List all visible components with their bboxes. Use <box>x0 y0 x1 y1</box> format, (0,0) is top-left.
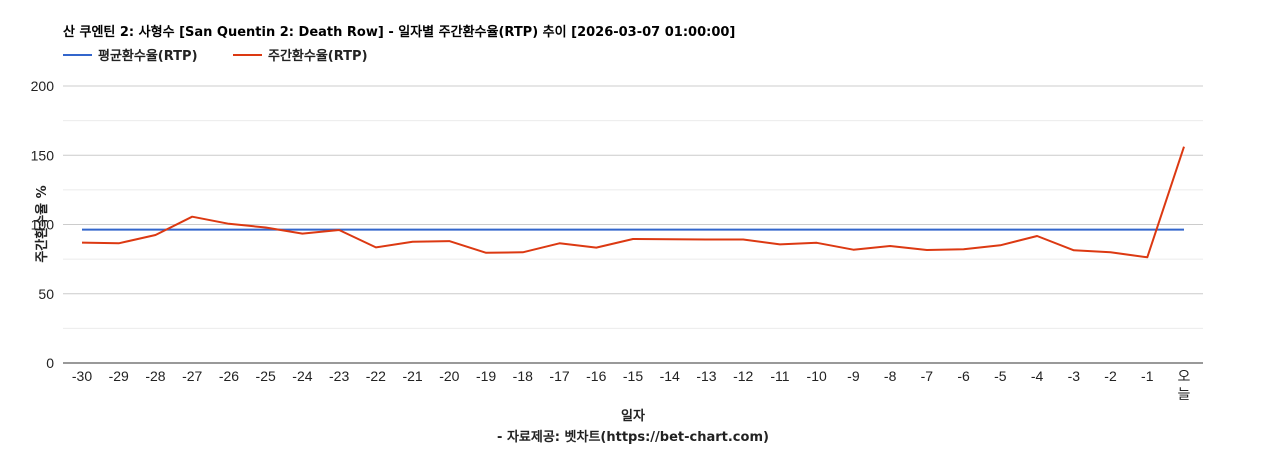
legend-label-average: 평균환수율(RTP) <box>98 48 198 64</box>
x-tick-label: -5 <box>994 368 1007 384</box>
x-tick-label: -19 <box>476 368 496 384</box>
x-tick-label: -14 <box>660 368 680 384</box>
x-tick-label: -30 <box>72 368 92 384</box>
series-weekly-rtp-line[interactable] <box>81 146 1185 259</box>
chart-title: 산 쿠엔틴 2: 사형수 [San Quentin 2: Death Row] … <box>63 24 735 40</box>
x-tick-label: -23 <box>329 368 349 384</box>
x-tick-label: -6 <box>957 368 970 384</box>
x-tick-label: -22 <box>366 368 386 384</box>
y-tick-label: 100 <box>31 217 55 233</box>
x-tick-label: -20 <box>439 368 459 384</box>
x-tick-label: -28 <box>145 368 165 384</box>
y-tick-label: 150 <box>31 147 55 163</box>
legend-item-weekly-rtp[interactable]: 주간환수율(RTP) <box>233 48 368 64</box>
gridlines <box>63 85 1203 329</box>
x-tick-label-today: 늘 <box>1178 386 1191 402</box>
x-tick-label: -9 <box>847 368 860 384</box>
x-tick-label: -4 <box>1031 368 1044 384</box>
x-tick-label: -8 <box>884 368 897 384</box>
x-tick-label: -18 <box>513 368 533 384</box>
x-tick-label: -29 <box>109 368 129 384</box>
x-tick-label: -17 <box>549 368 569 384</box>
x-tick-label: -15 <box>623 368 643 384</box>
x-tick-label: -13 <box>696 368 716 384</box>
x-tick-label: -26 <box>219 368 239 384</box>
x-tick-label: -2 <box>1104 368 1117 384</box>
x-tick-label: -10 <box>807 368 827 384</box>
x-tick-label: -27 <box>182 368 202 384</box>
x-tick-label: -21 <box>402 368 422 384</box>
source-credit: - 자료제공: 벳차트(https://bet-chart.com) <box>497 429 769 445</box>
legend: 평균환수율(RTP) 주간환수율(RTP) <box>63 48 368 64</box>
y-axis-title: 주간환수율 % <box>34 185 50 262</box>
y-axis-ticks: 0 50 100 150 200 <box>31 78 55 371</box>
x-tick-label: -3 <box>1068 368 1081 384</box>
series-lines <box>81 146 1185 259</box>
x-axis-ticks: -30 -29 -28 -27 -26 -25 -24 -23 -22 -21 -20 -19 -18-… <box>72 368 1191 402</box>
x-tick-label-today: 오 <box>1178 368 1191 384</box>
x-tick-label: -25 <box>256 368 276 384</box>
x-tick-label: -7 <box>921 368 934 384</box>
x-tick-label: -12 <box>733 368 753 384</box>
legend-label-weekly: 주간환수율(RTP) <box>268 48 368 64</box>
y-tick-label: 0 <box>46 355 54 371</box>
x-tick-label: -1 <box>1141 368 1154 384</box>
x-tick-label: -11 <box>770 368 789 384</box>
y-tick-label: 200 <box>31 78 55 94</box>
x-axis-title: 일자 <box>621 409 645 424</box>
x-tick-label: -24 <box>292 368 312 384</box>
legend-item-average-rtp[interactable]: 평균환수율(RTP) <box>63 48 198 64</box>
x-tick-label: -16 <box>586 368 606 384</box>
y-tick-label: 50 <box>38 286 54 302</box>
